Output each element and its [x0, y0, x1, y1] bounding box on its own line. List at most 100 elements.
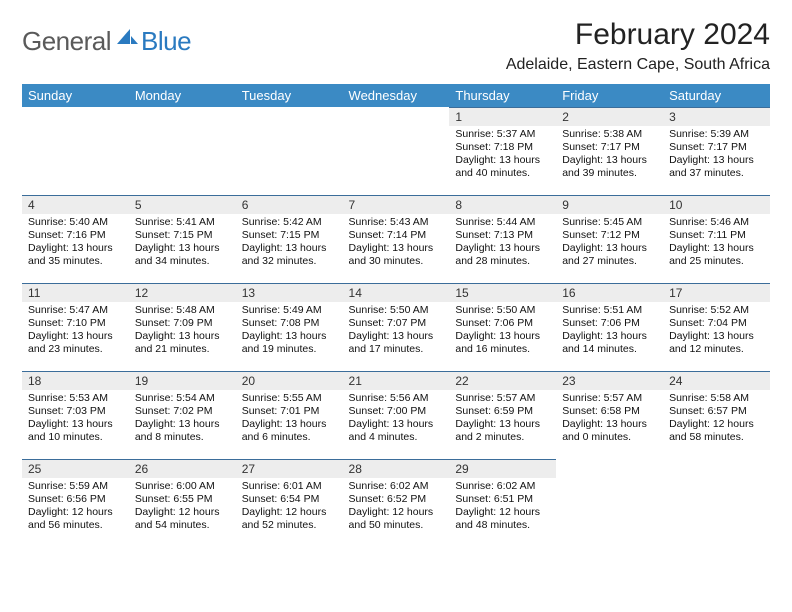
- day-detail: Sunrise: 6:02 AMSunset: 6:52 PMDaylight:…: [343, 478, 450, 537]
- calendar-page: General Blue February 2024 Adelaide, Eas…: [0, 0, 792, 557]
- day-detail: Sunrise: 5:55 AMSunset: 7:01 PMDaylight:…: [236, 390, 343, 449]
- day-detail: Sunrise: 5:40 AMSunset: 7:16 PMDaylight:…: [22, 214, 129, 273]
- day-detail: Sunrise: 5:59 AMSunset: 6:56 PMDaylight:…: [22, 478, 129, 537]
- calendar-day-cell: 2Sunrise: 5:38 AMSunset: 7:17 PMDaylight…: [556, 107, 663, 195]
- weekday-header: Tuesday: [236, 84, 343, 107]
- day-detail: Sunrise: 6:00 AMSunset: 6:55 PMDaylight:…: [129, 478, 236, 537]
- calendar-day-cell: 15Sunrise: 5:50 AMSunset: 7:06 PMDayligh…: [449, 283, 556, 371]
- month-title: February 2024: [506, 18, 770, 52]
- calendar-day-cell: 24Sunrise: 5:58 AMSunset: 6:57 PMDayligh…: [663, 371, 770, 459]
- calendar-day-cell: 27Sunrise: 6:01 AMSunset: 6:54 PMDayligh…: [236, 459, 343, 547]
- day-detail: Sunrise: 5:43 AMSunset: 7:14 PMDaylight:…: [343, 214, 450, 273]
- calendar-week-row: 4Sunrise: 5:40 AMSunset: 7:16 PMDaylight…: [22, 195, 770, 283]
- logo-text-general: General: [22, 26, 111, 57]
- calendar-day-cell: 29Sunrise: 6:02 AMSunset: 6:51 PMDayligh…: [449, 459, 556, 547]
- day-detail: Sunrise: 5:38 AMSunset: 7:17 PMDaylight:…: [556, 126, 663, 185]
- day-number: 8: [449, 196, 556, 214]
- calendar-empty-cell: [236, 107, 343, 195]
- day-number: 29: [449, 460, 556, 478]
- day-detail: Sunrise: 5:41 AMSunset: 7:15 PMDaylight:…: [129, 214, 236, 273]
- day-detail: Sunrise: 5:47 AMSunset: 7:10 PMDaylight:…: [22, 302, 129, 361]
- day-detail: Sunrise: 5:51 AMSunset: 7:06 PMDaylight:…: [556, 302, 663, 361]
- day-detail: Sunrise: 5:54 AMSunset: 7:02 PMDaylight:…: [129, 390, 236, 449]
- day-number: 4: [22, 196, 129, 214]
- day-detail: Sunrise: 5:49 AMSunset: 7:08 PMDaylight:…: [236, 302, 343, 361]
- weekday-header: Sunday: [22, 84, 129, 107]
- calendar-day-cell: 12Sunrise: 5:48 AMSunset: 7:09 PMDayligh…: [129, 283, 236, 371]
- day-detail: Sunrise: 5:42 AMSunset: 7:15 PMDaylight:…: [236, 214, 343, 273]
- day-detail: Sunrise: 5:57 AMSunset: 6:58 PMDaylight:…: [556, 390, 663, 449]
- calendar-day-cell: 1Sunrise: 5:37 AMSunset: 7:18 PMDaylight…: [449, 107, 556, 195]
- day-number: 16: [556, 284, 663, 302]
- day-detail: Sunrise: 5:52 AMSunset: 7:04 PMDaylight:…: [663, 302, 770, 361]
- calendar-day-cell: 14Sunrise: 5:50 AMSunset: 7:07 PMDayligh…: [343, 283, 450, 371]
- day-detail: Sunrise: 5:53 AMSunset: 7:03 PMDaylight:…: [22, 390, 129, 449]
- day-number: 13: [236, 284, 343, 302]
- day-number: 23: [556, 372, 663, 390]
- calendar-day-cell: 6Sunrise: 5:42 AMSunset: 7:15 PMDaylight…: [236, 195, 343, 283]
- sail-icon: [117, 27, 139, 50]
- calendar-day-cell: 28Sunrise: 6:02 AMSunset: 6:52 PMDayligh…: [343, 459, 450, 547]
- day-number: 7: [343, 196, 450, 214]
- title-block: February 2024 Adelaide, Eastern Cape, So…: [506, 18, 770, 74]
- day-detail: Sunrise: 5:56 AMSunset: 7:00 PMDaylight:…: [343, 390, 450, 449]
- calendar-day-cell: 7Sunrise: 5:43 AMSunset: 7:14 PMDaylight…: [343, 195, 450, 283]
- weekday-header: Saturday: [663, 84, 770, 107]
- calendar-day-cell: 26Sunrise: 6:00 AMSunset: 6:55 PMDayligh…: [129, 459, 236, 547]
- day-number: 22: [449, 372, 556, 390]
- day-number: 19: [129, 372, 236, 390]
- day-number: 20: [236, 372, 343, 390]
- calendar-empty-cell: [663, 459, 770, 547]
- calendar-empty-cell: [556, 459, 663, 547]
- calendar-table: SundayMondayTuesdayWednesdayThursdayFrid…: [22, 84, 770, 547]
- calendar-header-row: SundayMondayTuesdayWednesdayThursdayFrid…: [22, 84, 770, 107]
- day-detail: Sunrise: 5:50 AMSunset: 7:06 PMDaylight:…: [449, 302, 556, 361]
- day-detail: Sunrise: 5:57 AMSunset: 6:59 PMDaylight:…: [449, 390, 556, 449]
- day-detail: Sunrise: 5:46 AMSunset: 7:11 PMDaylight:…: [663, 214, 770, 273]
- weekday-header: Thursday: [449, 84, 556, 107]
- day-number: 1: [449, 108, 556, 126]
- calendar-week-row: 18Sunrise: 5:53 AMSunset: 7:03 PMDayligh…: [22, 371, 770, 459]
- calendar-day-cell: 20Sunrise: 5:55 AMSunset: 7:01 PMDayligh…: [236, 371, 343, 459]
- day-number: 18: [22, 372, 129, 390]
- calendar-day-cell: 13Sunrise: 5:49 AMSunset: 7:08 PMDayligh…: [236, 283, 343, 371]
- logo: General Blue: [22, 18, 191, 57]
- calendar-day-cell: 3Sunrise: 5:39 AMSunset: 7:17 PMDaylight…: [663, 107, 770, 195]
- calendar-day-cell: 17Sunrise: 5:52 AMSunset: 7:04 PMDayligh…: [663, 283, 770, 371]
- day-number: 3: [663, 108, 770, 126]
- weekday-header: Friday: [556, 84, 663, 107]
- day-detail: Sunrise: 5:58 AMSunset: 6:57 PMDaylight:…: [663, 390, 770, 449]
- calendar-day-cell: 25Sunrise: 5:59 AMSunset: 6:56 PMDayligh…: [22, 459, 129, 547]
- day-detail: Sunrise: 5:37 AMSunset: 7:18 PMDaylight:…: [449, 126, 556, 185]
- day-number: 14: [343, 284, 450, 302]
- calendar-day-cell: 9Sunrise: 5:45 AMSunset: 7:12 PMDaylight…: [556, 195, 663, 283]
- calendar-day-cell: 21Sunrise: 5:56 AMSunset: 7:00 PMDayligh…: [343, 371, 450, 459]
- day-detail: Sunrise: 6:01 AMSunset: 6:54 PMDaylight:…: [236, 478, 343, 537]
- day-number: 10: [663, 196, 770, 214]
- day-number: 24: [663, 372, 770, 390]
- calendar-empty-cell: [129, 107, 236, 195]
- day-number: 12: [129, 284, 236, 302]
- location-subtitle: Adelaide, Eastern Cape, South Africa: [506, 56, 770, 74]
- logo-text-blue: Blue: [141, 26, 191, 57]
- day-number: 6: [236, 196, 343, 214]
- day-number: 25: [22, 460, 129, 478]
- day-number: 9: [556, 196, 663, 214]
- day-number: 27: [236, 460, 343, 478]
- day-number: 15: [449, 284, 556, 302]
- calendar-day-cell: 18Sunrise: 5:53 AMSunset: 7:03 PMDayligh…: [22, 371, 129, 459]
- day-detail: Sunrise: 5:44 AMSunset: 7:13 PMDaylight:…: [449, 214, 556, 273]
- calendar-day-cell: 16Sunrise: 5:51 AMSunset: 7:06 PMDayligh…: [556, 283, 663, 371]
- calendar-day-cell: 10Sunrise: 5:46 AMSunset: 7:11 PMDayligh…: [663, 195, 770, 283]
- calendar-day-cell: 4Sunrise: 5:40 AMSunset: 7:16 PMDaylight…: [22, 195, 129, 283]
- day-detail: Sunrise: 5:50 AMSunset: 7:07 PMDaylight:…: [343, 302, 450, 361]
- day-number: 28: [343, 460, 450, 478]
- calendar-week-row: 25Sunrise: 5:59 AMSunset: 6:56 PMDayligh…: [22, 459, 770, 547]
- day-number: 21: [343, 372, 450, 390]
- weekday-header: Monday: [129, 84, 236, 107]
- day-detail: Sunrise: 5:45 AMSunset: 7:12 PMDaylight:…: [556, 214, 663, 273]
- day-number: 2: [556, 108, 663, 126]
- day-number: 11: [22, 284, 129, 302]
- calendar-day-cell: 22Sunrise: 5:57 AMSunset: 6:59 PMDayligh…: [449, 371, 556, 459]
- weekday-header: Wednesday: [343, 84, 450, 107]
